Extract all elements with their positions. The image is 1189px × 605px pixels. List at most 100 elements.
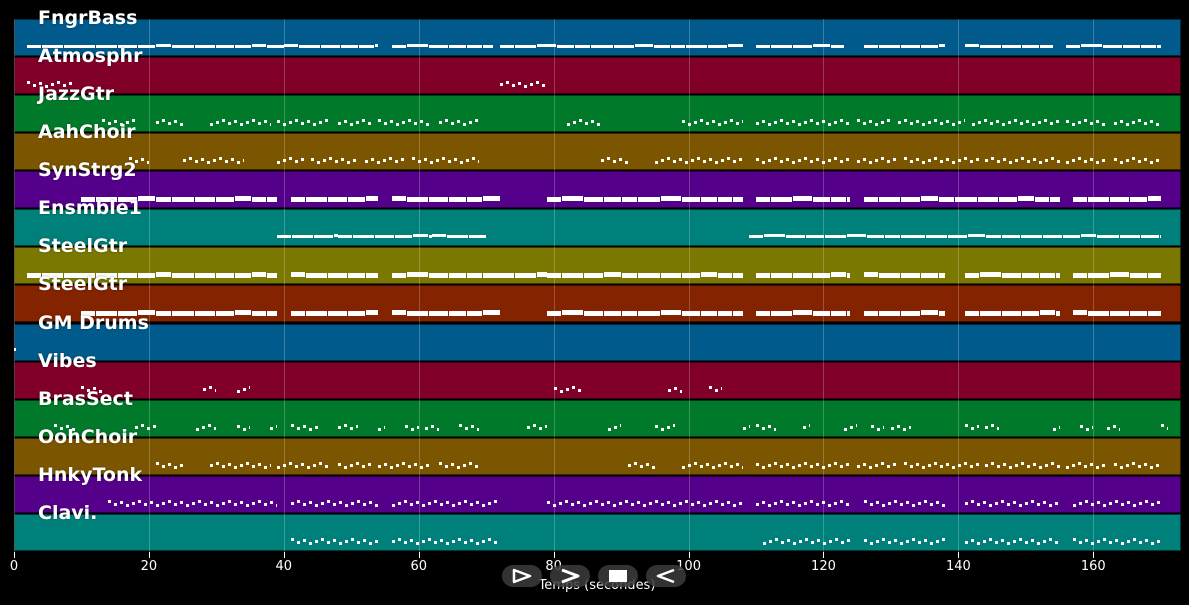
note-mark — [200, 158, 204, 162]
note-mark — [349, 123, 353, 127]
note-mark — [267, 311, 278, 317]
note-mark — [653, 45, 670, 48]
note-mark — [660, 310, 681, 316]
stop-button[interactable] — [598, 565, 638, 587]
note-mark — [804, 121, 808, 125]
note-mark — [571, 385, 575, 389]
note-mark — [536, 44, 556, 47]
note-mark — [1022, 311, 1040, 317]
note-mark — [816, 158, 820, 162]
note-mark — [900, 311, 920, 317]
note-mark — [1143, 462, 1147, 466]
note-mark — [1088, 311, 1110, 317]
note-mark — [756, 423, 760, 427]
note-mark — [290, 272, 305, 278]
note-mark — [995, 501, 999, 505]
grid-line — [553, 19, 555, 552]
note-mark — [558, 501, 562, 505]
note-mark — [482, 273, 500, 279]
note-mark — [236, 161, 240, 165]
note-mark — [469, 502, 473, 506]
note-mark — [346, 161, 350, 165]
note-mark — [875, 463, 879, 467]
note-mark — [499, 45, 514, 48]
note-mark — [420, 465, 424, 469]
play-forward-button[interactable] — [502, 565, 542, 587]
note-mark — [952, 465, 956, 469]
note-mark — [792, 500, 796, 504]
note-mark — [618, 501, 622, 505]
note-mark — [172, 45, 195, 48]
note-mark — [813, 197, 831, 203]
note-mark — [292, 235, 314, 239]
note-mark — [963, 119, 966, 123]
note-mark — [402, 461, 406, 465]
note-mark — [985, 425, 989, 429]
note-mark — [822, 500, 826, 504]
note-mark — [1007, 502, 1011, 506]
note-mark — [890, 426, 894, 430]
note-mark — [81, 45, 96, 48]
note-mark — [954, 197, 977, 203]
note-mark — [462, 463, 466, 467]
note-mark — [146, 161, 149, 165]
note-mark — [347, 273, 365, 279]
note-mark — [96, 45, 118, 48]
note-mark — [711, 120, 715, 124]
note-mark — [700, 311, 717, 317]
note-mark — [263, 120, 267, 124]
note-mark — [983, 500, 987, 504]
note-mark — [553, 386, 557, 390]
note-mark — [696, 157, 700, 161]
note-mark — [903, 119, 907, 123]
note-mark — [236, 389, 240, 393]
note-mark — [612, 160, 616, 164]
note-mark — [579, 119, 583, 123]
note-mark — [1043, 500, 1047, 504]
note-mark — [1084, 464, 1088, 468]
note-mark — [786, 122, 790, 126]
note-mark — [505, 81, 509, 85]
note-mark — [1079, 501, 1083, 505]
note-mark — [361, 119, 365, 123]
note-mark — [935, 539, 939, 543]
note-mark — [887, 540, 891, 544]
note-mark — [927, 121, 931, 125]
x-tick-mark — [1093, 552, 1095, 558]
note-mark — [735, 462, 739, 466]
note-mark — [1033, 158, 1037, 162]
note-mark — [964, 461, 968, 465]
fast-forward-button[interactable] — [550, 565, 590, 587]
note-mark — [347, 197, 365, 203]
note-mark — [774, 427, 777, 431]
note-mark — [828, 123, 832, 127]
note-mark — [600, 159, 604, 163]
note-mark — [438, 121, 442, 125]
note-mark — [748, 424, 750, 428]
note-mark — [822, 541, 826, 545]
note-mark — [235, 310, 252, 316]
note-mark — [816, 462, 820, 466]
note-mark — [1090, 158, 1094, 162]
note-mark — [700, 197, 717, 203]
note-mark — [1066, 45, 1081, 48]
note-mark — [803, 425, 807, 429]
rewind-button[interactable] — [646, 565, 686, 587]
note-mark — [1088, 197, 1110, 203]
note-mark — [1160, 423, 1164, 427]
note-mark — [428, 273, 448, 279]
note-mark — [920, 273, 938, 279]
note-mark — [236, 424, 240, 428]
note-mark — [849, 425, 853, 429]
note-mark — [1002, 273, 1022, 279]
note-mark — [828, 463, 832, 467]
note-mark — [370, 158, 374, 162]
note-mark — [374, 503, 378, 507]
note-mark — [445, 541, 449, 545]
note-mark — [1115, 538, 1119, 542]
note-mark — [396, 123, 400, 127]
note-mark — [277, 120, 281, 124]
note-mark — [613, 45, 634, 48]
note-mark — [428, 235, 433, 239]
note-mark — [804, 501, 808, 505]
